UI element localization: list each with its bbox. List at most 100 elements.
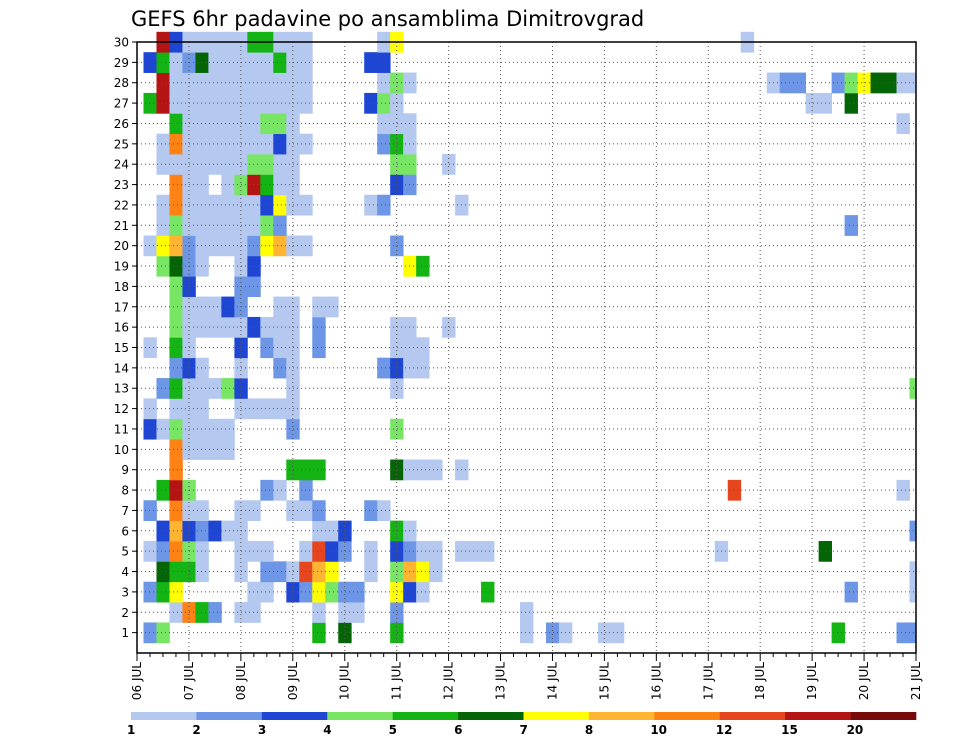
x-tick-label: 17 JUL xyxy=(701,662,715,700)
cell-m2-t5 xyxy=(195,602,209,623)
cell-m3-t15 xyxy=(325,581,339,603)
cell-m27-t19 xyxy=(377,92,391,114)
cell-m24-t6 xyxy=(208,154,222,175)
cell-m7-t3 xyxy=(169,500,183,522)
colorbar-label: 6 xyxy=(454,723,462,737)
cell-m29-t9 xyxy=(247,52,261,73)
colorbar-label: 2 xyxy=(192,723,200,737)
x-tick-label: 21 JUL xyxy=(909,662,923,700)
cell-m12-t3 xyxy=(169,398,183,420)
cell-m12-t1 xyxy=(143,398,157,420)
y-tick-label: 5 xyxy=(121,545,129,559)
cell-m11-t20 xyxy=(390,418,404,440)
cell-m3-t10 xyxy=(260,581,274,603)
cell-m20-t6 xyxy=(208,235,222,257)
cell-m6-t6 xyxy=(208,520,222,542)
cell-m4-t60 xyxy=(909,561,917,583)
cell-m3-t3 xyxy=(169,581,183,603)
cell-m26-t6 xyxy=(208,113,222,135)
cell-m22-t2 xyxy=(156,194,170,216)
cell-m4-t3 xyxy=(169,561,183,583)
cell-m13-t20 xyxy=(390,378,404,399)
cell-m29-t7 xyxy=(221,52,235,73)
x-tick-label: 13 JUL xyxy=(494,662,508,700)
cell-m11-t2 xyxy=(156,418,170,440)
y-tick-label: 11 xyxy=(114,422,129,436)
cell-m6-t15 xyxy=(325,520,339,542)
cell-m7-t14 xyxy=(312,500,326,522)
cell-m1-t16 xyxy=(338,622,352,644)
y-tick-label: 30 xyxy=(114,36,129,50)
cell-m17-t14 xyxy=(312,296,326,318)
cell-m24-t2 xyxy=(156,154,170,175)
cell-m1-t60 xyxy=(909,622,917,644)
cell-m5-t16 xyxy=(338,540,352,562)
cell-m4-t10 xyxy=(260,561,274,583)
cell-m23-t20 xyxy=(390,174,404,196)
cell-m23-t11 xyxy=(273,174,287,196)
colorbar-swatch-7 xyxy=(523,712,590,720)
cell-m28-t54 xyxy=(831,72,845,94)
cell-m4-t11 xyxy=(273,561,287,583)
colorbar-swatch-2 xyxy=(196,712,263,720)
cell-m27-t11 xyxy=(273,92,287,114)
cell-m6-t16 xyxy=(338,520,352,542)
cell-m28-t11 xyxy=(273,72,287,94)
cell-m29-t2 xyxy=(156,52,170,73)
cell-m16-t7 xyxy=(221,316,235,338)
cell-m1-t59 xyxy=(896,622,910,644)
cell-m22-t7 xyxy=(221,194,235,216)
cell-m11-t7 xyxy=(221,418,235,440)
cell-m22-t9 xyxy=(247,194,261,216)
cell-m28-t10 xyxy=(260,72,274,94)
cell-m15-t3 xyxy=(169,337,183,359)
cell-m21-t5 xyxy=(195,215,209,236)
cell-m6-t60 xyxy=(909,520,917,542)
cell-m24-t11 xyxy=(273,154,287,175)
cell-m28-t3 xyxy=(169,72,183,94)
y-tick-label: 14 xyxy=(114,361,129,375)
colorbar-label: 8 xyxy=(585,723,593,737)
cell-m20-t11 xyxy=(273,235,287,257)
cell-m24-t3 xyxy=(169,154,183,175)
colorbar-swatch-12 xyxy=(850,712,917,720)
cell-m28-t5 xyxy=(195,72,209,94)
cell-m25-t9 xyxy=(247,133,261,155)
cell-m13-t6 xyxy=(208,378,222,399)
cell-m14-t11 xyxy=(273,357,287,379)
x-tick-label: 20 JUL xyxy=(857,662,871,700)
colorbar-label: 15 xyxy=(781,723,798,737)
cell-m10-t6 xyxy=(208,439,222,460)
colorbar-label: 12 xyxy=(716,723,733,737)
cell-m7-t1 xyxy=(143,500,157,522)
cell-m8-t10 xyxy=(260,479,274,501)
cell-m1-t2 xyxy=(156,622,170,644)
cell-m21-t3 xyxy=(169,215,183,236)
cell-m29-t18 xyxy=(364,52,378,73)
cell-m11-t6 xyxy=(208,418,222,440)
y-tick-label: 3 xyxy=(121,585,129,599)
cell-m13-t5 xyxy=(195,378,209,399)
cell-m15-t14 xyxy=(312,337,326,359)
y-tick-label: 15 xyxy=(114,341,129,355)
x-tick-label: 16 JUL xyxy=(649,662,663,700)
cell-m22-t11 xyxy=(273,194,287,216)
cell-m23-t7 xyxy=(221,174,235,196)
cell-m4-t5 xyxy=(195,561,209,583)
cell-m20-t20 xyxy=(390,235,404,257)
colorbar-label: 4 xyxy=(323,723,331,737)
cell-m22-t5 xyxy=(195,194,209,216)
y-tick-label: 13 xyxy=(114,382,129,396)
cell-m13-t60 xyxy=(909,378,917,399)
y-tick-label: 20 xyxy=(114,239,129,253)
cell-m9-t3 xyxy=(169,459,183,481)
cell-m2-t14 xyxy=(312,602,326,623)
cell-m15-t22 xyxy=(416,337,430,359)
cell-m9-t22 xyxy=(416,459,430,481)
cell-m16-t14 xyxy=(312,316,326,338)
cell-m2-t16 xyxy=(338,602,352,623)
colorbar-swatch-5 xyxy=(392,712,459,720)
cell-m20-t10 xyxy=(260,235,274,257)
cell-m27-t10 xyxy=(260,92,274,114)
cell-m13-t7 xyxy=(221,378,235,399)
